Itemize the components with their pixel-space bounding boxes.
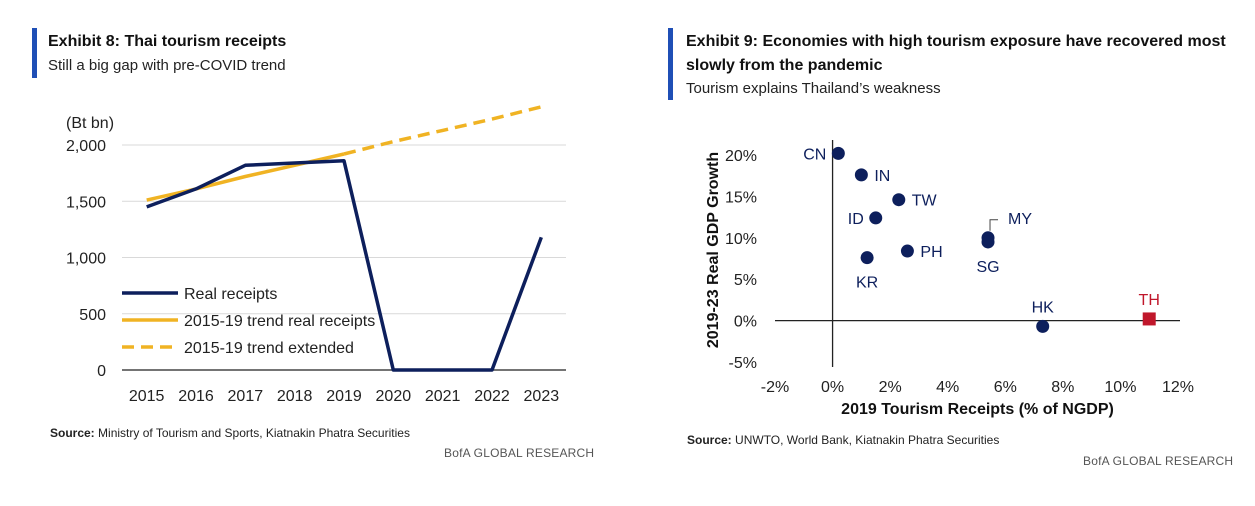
x-tick-label: 2023 [524, 388, 560, 405]
point-label: TW [912, 193, 938, 210]
point-marker [1036, 319, 1050, 333]
y-tick-label: 15% [725, 189, 757, 206]
receipts-line-chart: 0 500 1,000 1,500 2,000 (Bt bn) 2015 2016 2017 20… [66, 105, 566, 405]
y-tick-label: 2,000 [66, 138, 106, 155]
exhibit-8-accent-bar [32, 28, 37, 78]
x-tick-label: 2019 [326, 388, 362, 405]
y-tick-label: -5% [729, 355, 757, 372]
exhibit-9-source: Source: UNWTO, World Bank, Kiatnakin Pha… [687, 433, 999, 447]
point-label: PH [920, 244, 942, 261]
legend-label: Real receipts [184, 286, 277, 303]
exhibit-9-panel: Exhibit 9: Economies with high tourism e… [620, 0, 1255, 506]
point-label: HK [1032, 299, 1055, 316]
exhibit-8-brand: BofA GLOBAL RESEARCH [444, 446, 595, 460]
x-tick-label: 10% [1104, 379, 1136, 396]
point-label: SG [976, 259, 999, 276]
point-label: ID [848, 211, 864, 228]
exhibit-9-accent-bar [668, 28, 673, 100]
point-label: TH [1139, 292, 1160, 309]
source-text: UNWTO, World Bank, Kiatnakin Phatra Secu… [735, 433, 1000, 447]
series-line [146, 159, 543, 372]
point-label: CN [803, 146, 826, 163]
x-tick-label: -2% [761, 379, 789, 396]
point-marker [892, 193, 906, 207]
y-unit-label: (Bt bn) [66, 115, 114, 132]
x-tick-label: 2020 [376, 388, 412, 405]
point-label: IN [874, 168, 890, 185]
point-marker [831, 146, 845, 160]
point-marker [900, 244, 914, 258]
point-marker [854, 168, 868, 182]
tourism-gdp-scatter-chart: -5% 0% 5% 10% 15% 20% -2% 0% 2% 4% 6% 8% 10% 12% 2019 … [705, 140, 1194, 418]
x-tick-label: 2015 [129, 388, 165, 405]
x-axis-title: 2019 Tourism Receipts (% of NGDP) [841, 401, 1114, 418]
point-marker [1142, 312, 1156, 326]
x-tick-label: 2% [879, 379, 902, 396]
x-tick-label: 2018 [277, 388, 313, 405]
exhibit-9-brand: BofA GLOBAL RESEARCH [1083, 454, 1234, 468]
y-tick-label: 5% [734, 272, 757, 289]
point-label: MY [1008, 211, 1032, 228]
exhibit-8-subtitle: Still a big gap with pre-COVID trend [48, 57, 286, 74]
y-tick-label: 20% [725, 148, 757, 165]
exhibit-9-title-line1: Exhibit 9: Economies with high tourism e… [686, 33, 1226, 50]
y-tick-label: 500 [79, 307, 106, 324]
exhibit-8-title: Exhibit 8: Thai tourism receipts [48, 33, 287, 50]
legend-label: 2015-19 trend real receipts [184, 313, 375, 330]
x-tick-label: 2022 [474, 388, 510, 405]
y-tick-label: 0% [734, 314, 757, 331]
x-tick-label: 4% [936, 379, 959, 396]
y-tick-label: 0 [97, 363, 106, 380]
x-tick-label: 8% [1051, 379, 1074, 396]
point-marker [869, 211, 883, 225]
source-text: Ministry of Tourism and Sports, Kiatnaki… [98, 426, 410, 440]
x-tick-label: 2021 [425, 388, 461, 405]
exhibit-9-subtitle: Tourism explains Thailand’s weakness [686, 80, 941, 97]
y-tick-label: 1,500 [66, 194, 106, 211]
y-axis-title: 2019-23 Real GDP Growth [705, 152, 722, 348]
point-marker [981, 235, 995, 249]
source-label: Source: [50, 426, 95, 440]
x-tick-label: 0% [821, 379, 844, 396]
exhibit-9-title-line2: slowly from the pandemic [686, 57, 883, 74]
point-marker [860, 251, 874, 265]
exhibit-8-source: Source: Ministry of Tourism and Sports, … [50, 426, 410, 440]
series-line [343, 105, 542, 156]
x-tick-label: 12% [1162, 379, 1194, 396]
source-label: Source: [687, 433, 732, 447]
leader-line [989, 219, 999, 231]
x-tick-label: 2017 [228, 388, 264, 405]
y-tick-label: 1,000 [66, 251, 106, 268]
y-tick-label: 10% [725, 231, 757, 248]
x-tick-label: 2016 [178, 388, 214, 405]
legend-label: 2015-19 trend extended [184, 340, 354, 357]
exhibit-8-panel: Exhibit 8: Thai tourism receipts Still a… [0, 0, 620, 506]
x-tick-label: 6% [994, 379, 1017, 396]
point-label: KR [856, 275, 878, 292]
